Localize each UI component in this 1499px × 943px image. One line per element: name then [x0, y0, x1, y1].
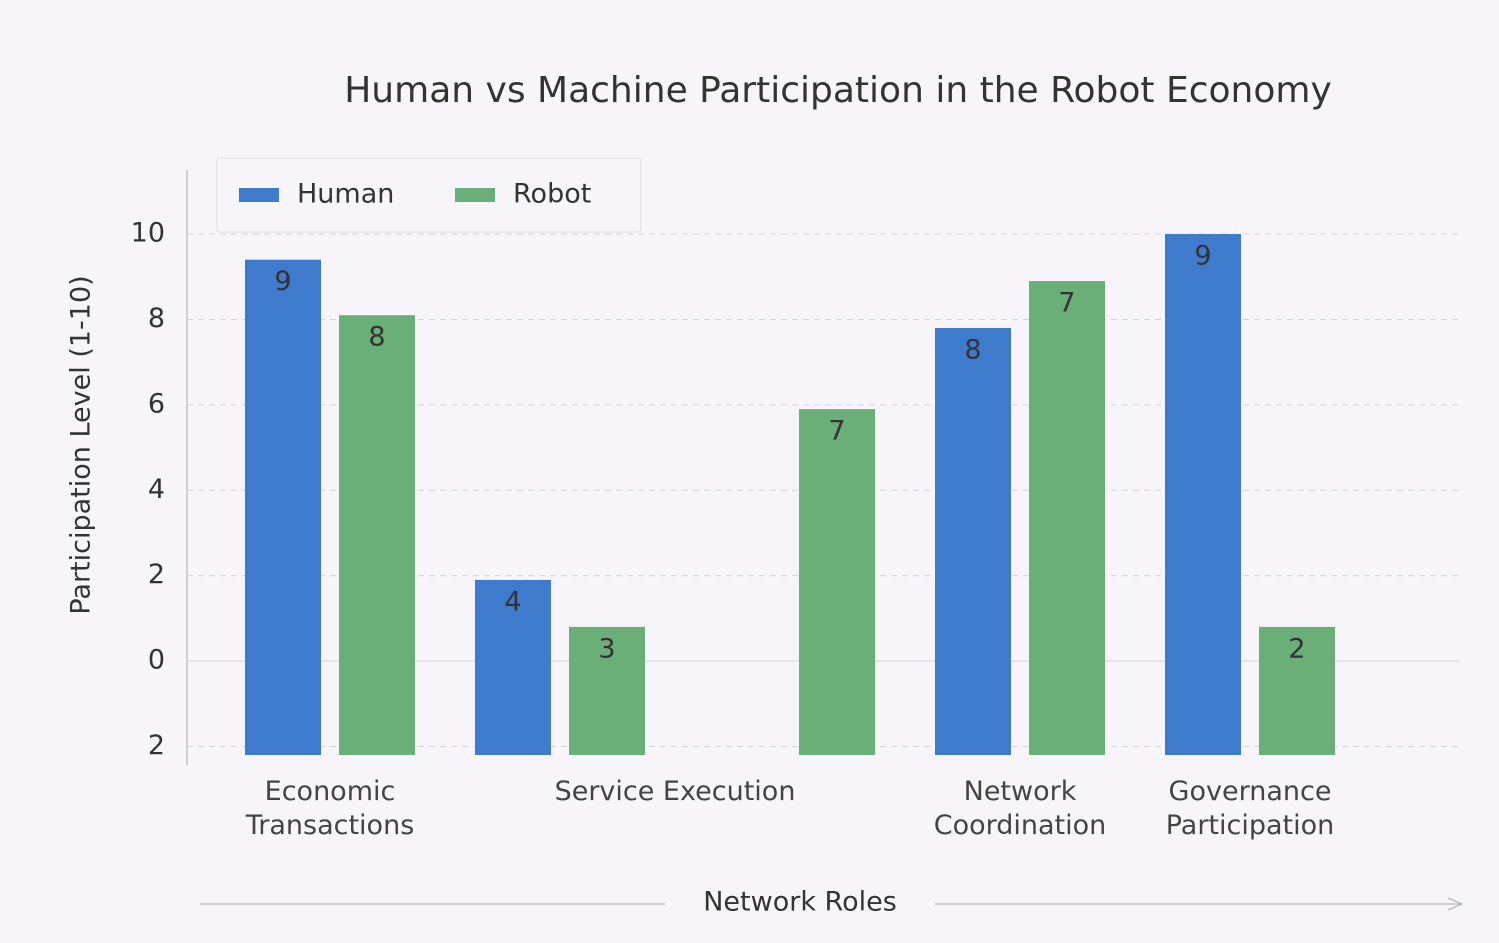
x-tick-label: Economic Transactions [245, 776, 415, 841]
y-tick-label: 4 [148, 474, 165, 505]
bar [475, 579, 551, 755]
data-label: 7 [1058, 288, 1075, 319]
bar [339, 315, 415, 755]
x-tick-label: Network Coordination [933, 776, 1107, 841]
bar [1259, 626, 1335, 755]
data-label: 9 [1194, 241, 1211, 272]
data-label: 8 [368, 322, 385, 353]
bar [799, 409, 875, 755]
y-tick-label: 0 [148, 645, 165, 676]
data-label: 2 [1288, 633, 1305, 664]
y-tick-label: 6 [148, 388, 165, 419]
legend-swatch [239, 188, 279, 202]
x-axis-title: Network Roles [703, 887, 897, 918]
data-label: 4 [504, 586, 521, 617]
data-label: 9 [274, 266, 291, 297]
bar [245, 259, 321, 755]
legend-label: Human [297, 179, 394, 210]
y-axis-title: Participation Level (1-10) [66, 275, 97, 614]
chart-title: Human vs Machine Participation in the Ro… [344, 70, 1332, 111]
bar [1165, 234, 1241, 756]
legend-box [216, 157, 642, 233]
legend-swatch [455, 188, 495, 202]
bar [935, 327, 1011, 755]
y-tick-label: 10 [131, 218, 165, 249]
legend-label: Robot [513, 179, 591, 210]
y-tick-label: 2 [148, 730, 165, 761]
data-label: 3 [598, 633, 615, 664]
data-label: 8 [964, 334, 981, 365]
x-axis-arrow-head [1447, 897, 1464, 911]
y-tick-label: 8 [148, 303, 165, 334]
x-tick-label: Governance Participation [1165, 776, 1335, 841]
x-tick-label: Service Execution [554, 776, 796, 807]
data-label: 7 [828, 416, 845, 447]
y-tick-label: 2 [148, 559, 165, 590]
bar [569, 626, 645, 755]
bar [1029, 281, 1105, 755]
